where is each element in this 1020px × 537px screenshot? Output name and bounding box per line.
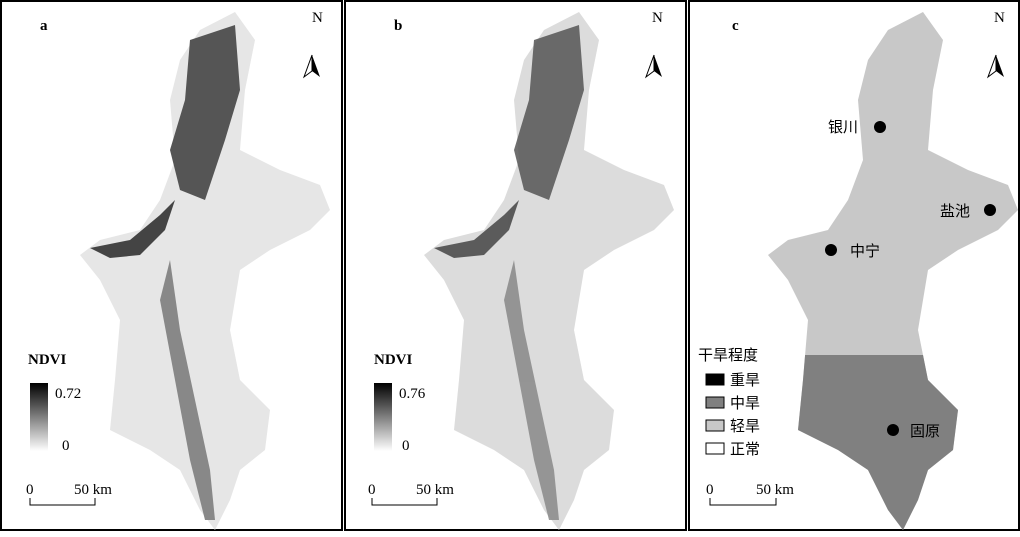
scale-bar <box>710 498 776 505</box>
legend-item: 中旱 <box>730 395 760 412</box>
city-dot <box>887 424 899 436</box>
colorbar <box>374 383 392 451</box>
scale-start: 0 <box>368 482 376 498</box>
city-label: 固原 <box>910 423 940 440</box>
city-dot <box>984 204 996 216</box>
city-label: 盐池 <box>940 203 970 220</box>
panel-a: a N NDVI 0.72 0 0 50 km <box>1 1 342 530</box>
north-arrow <box>646 55 662 77</box>
legend-item: 轻旱 <box>730 418 760 435</box>
figure: a N NDVI 0.72 0 0 50 km b N NDVI 0.76 0 … <box>0 0 1020 532</box>
scale-start: 0 <box>26 482 34 498</box>
city-dot <box>825 244 837 256</box>
north-arrow <box>988 55 1004 77</box>
city-dot <box>874 121 886 133</box>
legend-item: 重旱 <box>730 372 760 389</box>
north-arrow <box>304 55 320 77</box>
city-label: 银川 <box>828 119 858 136</box>
legend-item: 正常 <box>730 441 760 458</box>
colorbar <box>30 383 48 451</box>
legend-swatch <box>706 420 724 431</box>
scale-end: 50 km <box>416 482 454 498</box>
panel-label: a <box>40 18 48 34</box>
legend-title: 干旱程度 <box>698 347 758 364</box>
north-label: N <box>652 10 663 26</box>
legend-max: 0.72 <box>55 386 81 402</box>
panel-c: c N 银川 盐池 中宁 固原 干旱程度 重旱 中旱 轻旱 正常 0 50 km <box>689 1 1019 530</box>
legend-swatch <box>706 443 724 454</box>
panel-label: b <box>394 18 402 34</box>
scale-end: 50 km <box>74 482 112 498</box>
scale-start: 0 <box>706 482 714 498</box>
legend-min: 0 <box>402 438 410 454</box>
legend-swatch <box>706 397 724 408</box>
scale-end: 50 km <box>756 482 794 498</box>
city-label: 中宁 <box>850 243 880 260</box>
north-label: N <box>312 10 323 26</box>
legend-title: NDVI <box>28 352 66 368</box>
legend-min: 0 <box>62 438 70 454</box>
north-label: N <box>994 10 1005 26</box>
scale-bar <box>372 498 437 505</box>
panel-label: c <box>732 18 739 34</box>
scale-bar <box>30 498 95 505</box>
legend-title: NDVI <box>374 352 412 368</box>
panel-b: b N NDVI 0.76 0 0 50 km <box>345 1 686 530</box>
legend-swatch <box>706 374 724 385</box>
legend-max: 0.76 <box>399 386 426 402</box>
